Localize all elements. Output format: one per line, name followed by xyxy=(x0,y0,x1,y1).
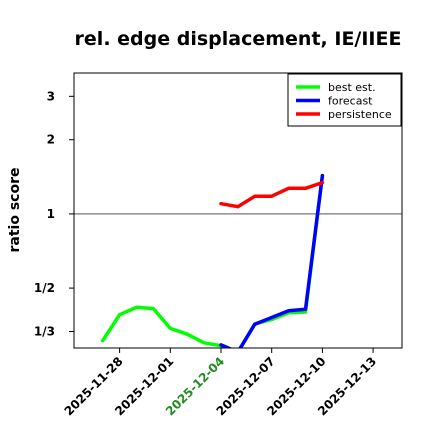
legend-label: persistence xyxy=(328,108,392,121)
legend-label: best est. xyxy=(328,81,376,94)
y-tick-label: 1/3 xyxy=(34,325,55,339)
chart-title: rel. edge displacement, IE/IIEE xyxy=(75,28,402,50)
y-axis-label: ratio score xyxy=(7,168,23,253)
legend-label: forecast xyxy=(328,95,373,108)
y-tick-label: 1/2 xyxy=(34,281,55,295)
series-line-persistence xyxy=(219,180,325,209)
y-tick-label: 2 xyxy=(47,133,55,147)
series-line-forecast xyxy=(219,173,325,348)
plot-border xyxy=(73,72,403,349)
series-line-best-est xyxy=(100,173,325,348)
y-tick-label: 1 xyxy=(47,207,55,221)
y-tick-label: 3 xyxy=(47,89,55,103)
series-group xyxy=(100,173,325,348)
